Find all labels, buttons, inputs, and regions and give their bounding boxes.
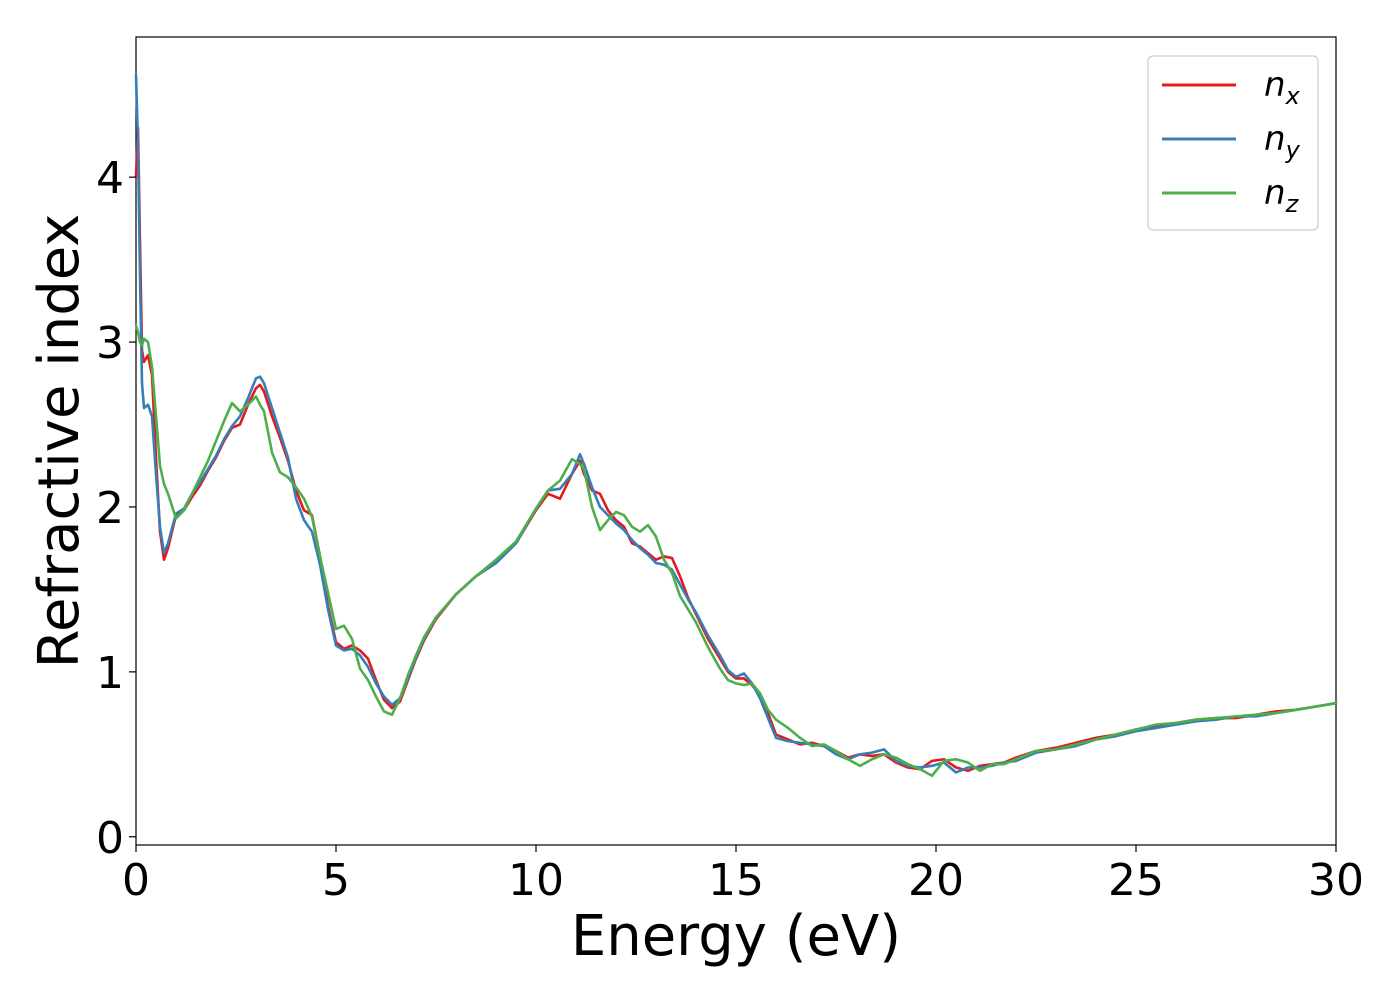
y-tick-label: 4 xyxy=(96,153,124,204)
x-tick-label: 15 xyxy=(708,855,764,906)
x-tick-label: 30 xyxy=(1308,855,1364,906)
legend: nx ny nz xyxy=(1147,55,1319,231)
x-tick-label: 10 xyxy=(508,855,564,906)
series-line-y xyxy=(134,73,1338,774)
legend-label-x: nx xyxy=(1264,65,1301,110)
plot-area-frame xyxy=(135,36,1337,846)
x-tick-label: 0 xyxy=(122,855,150,906)
x-axis-title: Energy (eV) xyxy=(571,904,901,969)
series-line-x xyxy=(134,126,1338,773)
y-tick-label: 2 xyxy=(96,483,124,534)
legend-label-y: ny xyxy=(1264,119,1301,164)
x-tick-label: 5 xyxy=(322,855,350,906)
y-axis-title: Refractive index xyxy=(27,214,92,669)
legend-label-z: nz xyxy=(1264,173,1300,218)
legend-box xyxy=(1147,55,1319,231)
x-tick-label: 20 xyxy=(908,855,964,906)
x-tick-label: 25 xyxy=(1108,855,1164,906)
x-axis: 0 5 10 15 20 25 30 xyxy=(122,845,1364,906)
series-layer xyxy=(134,73,1338,778)
series-line-z xyxy=(134,324,1338,778)
y-tick-label: 1 xyxy=(96,648,124,699)
y-tick-label: 0 xyxy=(96,813,124,864)
y-tick-label: 3 xyxy=(96,318,124,369)
y-axis: 0 1 2 3 4 xyxy=(96,153,136,864)
